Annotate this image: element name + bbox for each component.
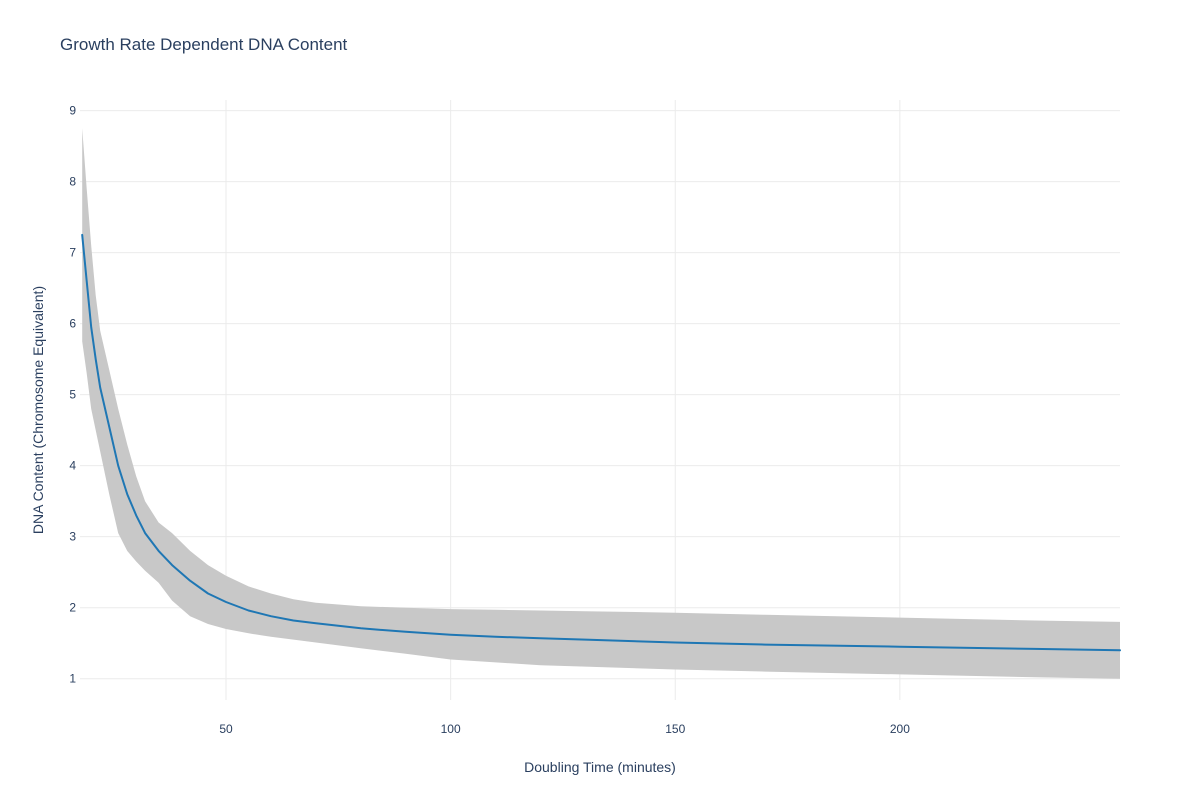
x-tick-label: 100 bbox=[441, 722, 461, 736]
y-tick-label: 4 bbox=[69, 459, 76, 473]
y-tick-label: 2 bbox=[69, 601, 76, 615]
x-tick-label: 200 bbox=[890, 722, 910, 736]
x-axis-title: Doubling Time (minutes) bbox=[524, 759, 676, 775]
y-tick-label: 5 bbox=[69, 388, 76, 402]
y-tick-label: 9 bbox=[69, 104, 76, 118]
confidence-band bbox=[82, 128, 1121, 679]
y-tick-label: 3 bbox=[69, 530, 76, 544]
y-axis-title: DNA Content (Chromosome Equivalent) bbox=[30, 286, 46, 534]
x-tick-label: 50 bbox=[219, 722, 233, 736]
gridlines bbox=[80, 100, 1120, 700]
series-line bbox=[81, 233, 1121, 652]
y-tick-label: 6 bbox=[69, 317, 76, 331]
x-tick-label: 150 bbox=[665, 722, 685, 736]
chart-title: Growth Rate Dependent DNA Content bbox=[60, 35, 348, 54]
tick-labels: 1 2 3 4 5 6 7 8 9 50 100 150 200 bbox=[69, 104, 910, 736]
confidence-band-layer bbox=[82, 128, 1121, 679]
y-tick-label: 8 bbox=[69, 175, 76, 189]
y-tick-label: 7 bbox=[69, 246, 76, 260]
y-tick-label: 1 bbox=[69, 672, 76, 686]
series-line-layer bbox=[81, 233, 1121, 652]
